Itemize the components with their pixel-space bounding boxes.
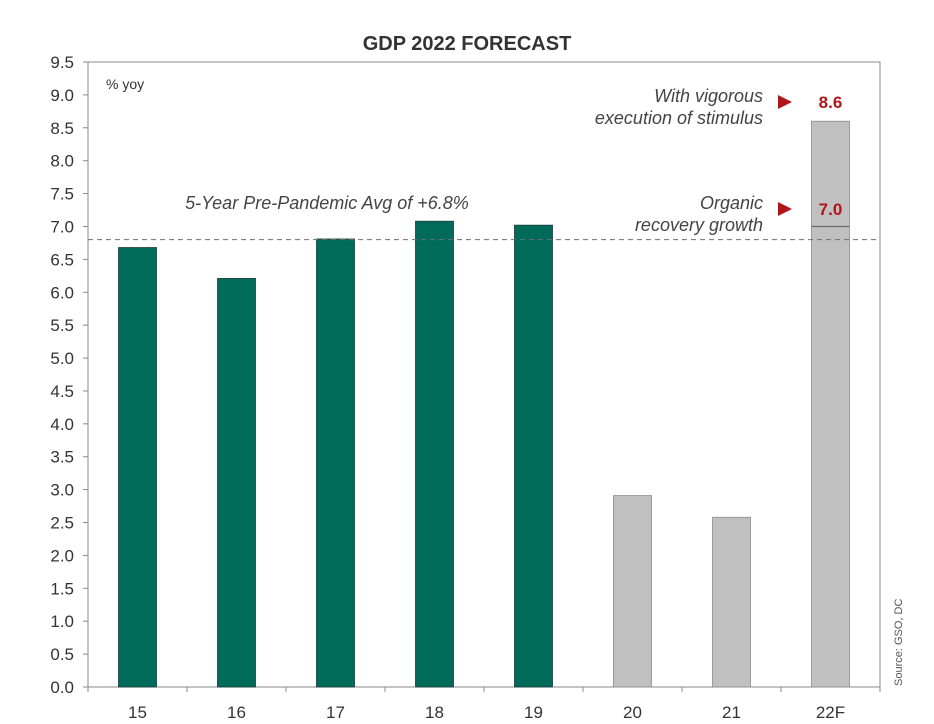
y-tick-label: 5.5 <box>50 316 74 335</box>
x-tick-label: 19 <box>524 703 543 722</box>
annotation-line2: execution of stimulus <box>595 108 763 128</box>
bar-19 <box>514 224 553 688</box>
bar-18 <box>415 220 454 688</box>
annotation-line1: Organic <box>700 193 763 213</box>
triangle-marker-icon <box>778 95 792 109</box>
y-tick-label: 2.5 <box>50 514 74 533</box>
triangle-marker-icon <box>778 202 792 216</box>
bar-17 <box>316 238 355 688</box>
x-tick-label: 15 <box>128 703 147 722</box>
bar-20 <box>613 495 652 688</box>
y-tick-label: 0.0 <box>50 678 74 697</box>
plot-frame <box>87 61 881 688</box>
annotation-line1: With vigorous <box>654 86 763 106</box>
x-tick-label: 22F <box>816 703 845 722</box>
y-tick-label: 1.5 <box>50 579 74 598</box>
y-tick-label: 0.5 <box>50 645 74 664</box>
y-tick-label: 5.0 <box>50 349 74 368</box>
bar-16 <box>217 278 256 688</box>
y-tick-label: 7.5 <box>50 185 74 204</box>
y-tick-label: 3.5 <box>50 448 74 467</box>
x-tick-label: 21 <box>722 703 741 722</box>
y-tick-label: 7.0 <box>50 217 74 236</box>
x-tick-label: 17 <box>326 703 345 722</box>
annotation-value-label: 8.6 <box>819 93 843 112</box>
x-tick-label: 18 <box>425 703 444 722</box>
chart-title: GDP 2022 FORECAST <box>363 33 572 55</box>
bar-series <box>118 120 850 688</box>
y-tick-label: 1.0 <box>50 612 74 631</box>
y-tick-label: 8.5 <box>50 119 74 138</box>
y-tick-label: 4.5 <box>50 382 74 401</box>
bar-22F <box>811 120 850 688</box>
y-tick-label: 6.0 <box>50 283 74 302</box>
x-tick-label: 20 <box>623 703 642 722</box>
y-tick-label: 9.5 <box>50 53 74 72</box>
reference-line-group: 5-Year Pre-Pandemic Avg of +6.8% <box>88 193 880 241</box>
y-tick-label: 8.0 <box>50 152 74 171</box>
annotation-line2: recovery growth <box>635 215 763 235</box>
unit-label: % yoy <box>106 76 144 92</box>
x-axis: 15 16 17 18 19 20 21 22F <box>87 687 881 722</box>
bar-15 <box>118 247 157 688</box>
y-tick-label: 6.5 <box>50 250 74 269</box>
y-tick-label: 3.0 <box>50 481 74 500</box>
source-note: Source: GSO, DC <box>893 599 905 686</box>
x-tick-label: 16 <box>227 703 246 722</box>
y-tick-label: 9.0 <box>50 86 74 105</box>
bar-21 <box>712 516 751 688</box>
y-tick-label: 2.0 <box>50 546 74 565</box>
annotation-value-label: 7.0 <box>819 200 843 219</box>
y-axis: 0.0 0.5 1.0 1.5 2.0 2.5 3.0 3.5 4.0 4.5 5.0 5.5 6.0 6… <box>50 53 88 697</box>
reference-line-label: 5-Year Pre-Pandemic Avg of +6.8% <box>185 193 469 213</box>
y-tick-label: 4.0 <box>50 415 74 434</box>
